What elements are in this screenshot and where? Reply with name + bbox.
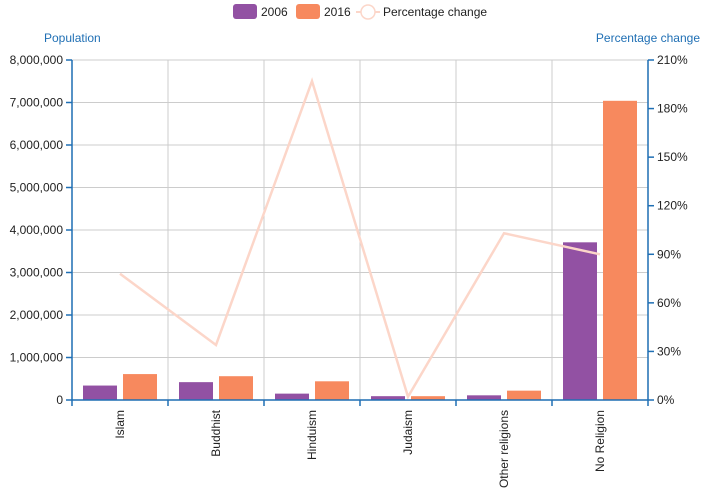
left-tick-label: 0: [56, 393, 63, 407]
left-tick-label: 3,000,000: [10, 266, 64, 280]
bar-2006-hinduism[interactable]: [275, 393, 309, 400]
bar-2016-no-religion[interactable]: [603, 100, 637, 401]
left-tick-label: 5,000,000: [10, 181, 64, 195]
bar-2006-no-religion[interactable]: [563, 242, 597, 400]
left-tick-label: 8,000,000: [10, 53, 64, 67]
legend-swatch-2006: [233, 4, 257, 19]
category-labels: Islam Buddhist Hinduism Judaism Other religi…: [113, 409, 607, 488]
bar-2006-other-religions[interactable]: [467, 395, 501, 400]
category-label: No Religion: [593, 410, 607, 472]
right-tick-label: 90%: [657, 247, 681, 261]
category-label: Hinduism: [305, 410, 319, 460]
right-axis-ticks: 0% 30% 60% 90% 120% 150% 180% 210%: [648, 53, 688, 407]
right-tick-label: 210%: [657, 53, 688, 67]
legend-swatch-2016: [296, 4, 320, 19]
left-tick-label: 7,000,000: [10, 96, 64, 110]
category-label: Other religions: [497, 410, 511, 488]
legend-item-2016[interactable]: 2016: [296, 4, 351, 19]
left-tick-label: 6,000,000: [10, 138, 64, 152]
left-axis-ticks: 0 1,000,000 2,000,000 3,000,000 4,000,000 5,0…: [10, 53, 72, 407]
right-tick-label: 120%: [657, 199, 688, 213]
left-axis-title: Population: [44, 31, 101, 45]
bar-2006-buddhist[interactable]: [179, 382, 213, 400]
left-tick-label: 1,000,000: [10, 351, 64, 365]
legend: 2006 2016 Percentage change: [233, 4, 487, 20]
legend-marker-icon: [360, 4, 376, 20]
legend-label-2006: 2006: [261, 5, 288, 19]
category-label: Judaism: [401, 410, 415, 455]
grid-lines: [72, 59, 648, 401]
percentage-change-polyline[interactable]: [119, 77, 601, 400]
legend-item-percentage-change[interactable]: Percentage change: [356, 4, 487, 20]
right-tick-label: 0%: [657, 393, 675, 407]
bar-2006-islam[interactable]: [83, 385, 117, 400]
bar-2006-judaism[interactable]: [371, 396, 405, 400]
right-tick-label: 180%: [657, 102, 688, 116]
legend-label-2016: 2016: [324, 5, 351, 19]
percentage-change-line: [119, 77, 601, 400]
bar-2016-hinduism[interactable]: [315, 381, 349, 400]
bar-2016-buddhist[interactable]: [219, 376, 253, 400]
bar-2016-islam[interactable]: [123, 374, 157, 400]
left-tick-label: 4,000,000: [10, 223, 64, 237]
right-tick-label: 60%: [657, 296, 681, 310]
right-axis-title: Percentage change: [596, 31, 700, 45]
right-tick-label: 30%: [657, 344, 681, 358]
bar-2016-other-religions[interactable]: [507, 390, 541, 400]
right-tick-label: 150%: [657, 150, 688, 164]
legend-label-percentage-change: Percentage change: [383, 5, 487, 19]
category-label: Islam: [113, 410, 127, 439]
bar-2016-judaism[interactable]: [411, 396, 445, 400]
bars: [83, 100, 637, 401]
left-tick-label: 2,000,000: [10, 308, 64, 322]
legend-item-2006[interactable]: 2006: [233, 4, 288, 19]
category-label: Buddhist: [209, 409, 223, 456]
